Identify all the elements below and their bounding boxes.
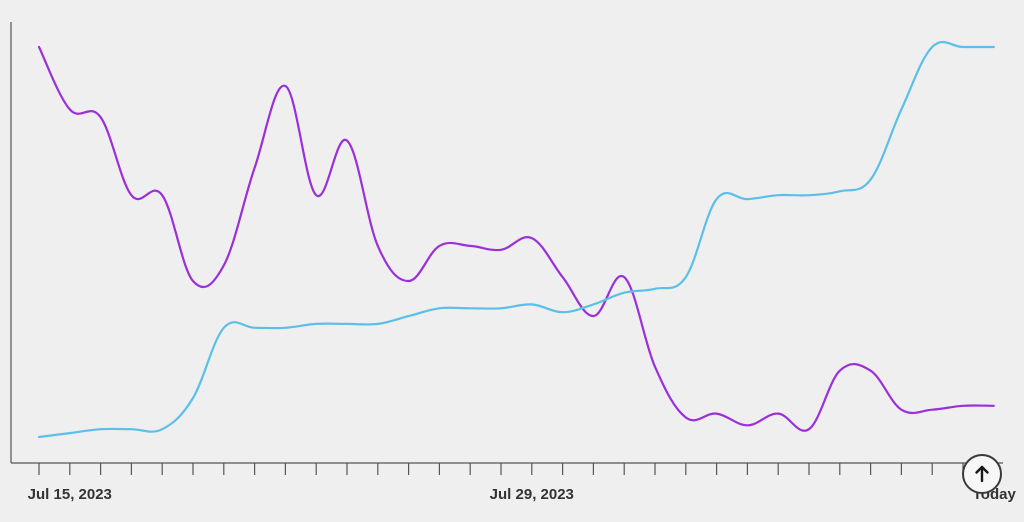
x-axis-ticks: [38, 463, 995, 475]
arrow-up-icon: [975, 465, 989, 483]
x-tick-label: Jul 15, 2023: [28, 486, 112, 503]
series-line-1: [37, 45, 995, 432]
axes: [10, 22, 1003, 464]
series-lines: [37, 40, 995, 439]
scroll-to-top-button[interactable]: [962, 454, 1002, 494]
x-axis-labels: Jul 15, 2023 Jul 29, 2023 Today: [28, 486, 1017, 503]
x-tick-label: Jul 29, 2023: [490, 486, 574, 503]
series-line-2: [37, 40, 995, 439]
